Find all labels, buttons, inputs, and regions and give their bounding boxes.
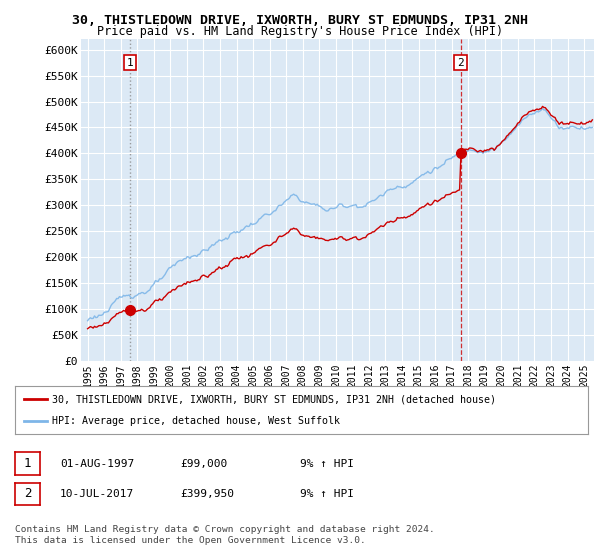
Text: 30, THISTLEDOWN DRIVE, IXWORTH, BURY ST EDMUNDS, IP31 2NH (detached house): 30, THISTLEDOWN DRIVE, IXWORTH, BURY ST …	[52, 394, 496, 404]
Text: £399,950: £399,950	[180, 489, 234, 499]
Text: 1: 1	[127, 58, 134, 68]
Text: Contains HM Land Registry data © Crown copyright and database right 2024.
This d: Contains HM Land Registry data © Crown c…	[15, 525, 435, 545]
Text: Price paid vs. HM Land Registry's House Price Index (HPI): Price paid vs. HM Land Registry's House …	[97, 25, 503, 38]
Text: 30, THISTLEDOWN DRIVE, IXWORTH, BURY ST EDMUNDS, IP31 2NH: 30, THISTLEDOWN DRIVE, IXWORTH, BURY ST …	[72, 14, 528, 27]
Text: 2: 2	[457, 58, 464, 68]
Text: 2: 2	[24, 487, 31, 501]
Text: 9% ↑ HPI: 9% ↑ HPI	[300, 459, 354, 469]
Text: 10-JUL-2017: 10-JUL-2017	[60, 489, 134, 499]
Text: HPI: Average price, detached house, West Suffolk: HPI: Average price, detached house, West…	[52, 416, 340, 426]
Text: 01-AUG-1997: 01-AUG-1997	[60, 459, 134, 469]
Text: 9% ↑ HPI: 9% ↑ HPI	[300, 489, 354, 499]
Text: 1: 1	[24, 457, 31, 470]
Text: £99,000: £99,000	[180, 459, 227, 469]
